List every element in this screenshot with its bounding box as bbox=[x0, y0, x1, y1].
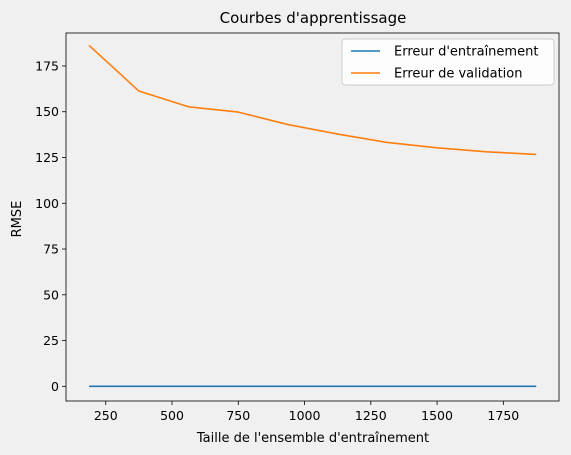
y-axis-label: RMSE bbox=[10, 201, 25, 238]
y-tick-label: 100 bbox=[35, 196, 59, 211]
series-line bbox=[88, 44, 537, 156]
x-tick-label: 750 bbox=[226, 408, 250, 423]
legend-label: Erreur de validation bbox=[394, 67, 523, 82]
y-tick-label: 50 bbox=[43, 287, 59, 302]
legend-item: Erreur d'entraînement bbox=[351, 45, 538, 60]
x-tick-label: 1750 bbox=[487, 408, 519, 423]
plot-area: 250 500 750 1000 1250 1500 1750 0 25 50 75 100 125 15… bbox=[35, 32, 560, 423]
axes-frame bbox=[65, 32, 560, 402]
y-tick-label: 125 bbox=[35, 150, 59, 165]
x-tick-label: 500 bbox=[160, 408, 184, 423]
x-tick-label: 1000 bbox=[289, 408, 321, 423]
x-tick-label: 1500 bbox=[421, 408, 453, 423]
x-tick-label: 250 bbox=[94, 408, 118, 423]
legend: Erreur d'entraînement Erreur de validatio… bbox=[341, 38, 555, 86]
chart-title: Courbes d'apprentissage bbox=[220, 9, 407, 27]
x-tick-label: 1250 bbox=[355, 408, 387, 423]
y-tick-label: 175 bbox=[35, 58, 59, 73]
legend-box bbox=[341, 38, 555, 86]
legend-item: Erreur de validation bbox=[351, 67, 523, 82]
y-tick-label: 75 bbox=[43, 242, 59, 257]
y-tick-label: 0 bbox=[51, 379, 59, 394]
x-axis-label: Taille de l'ensemble d'entraînement bbox=[196, 431, 429, 446]
legend-label: Erreur d'entraînement bbox=[394, 45, 538, 60]
y-tick-label: 25 bbox=[43, 333, 59, 348]
y-tick-label: 150 bbox=[35, 104, 59, 119]
